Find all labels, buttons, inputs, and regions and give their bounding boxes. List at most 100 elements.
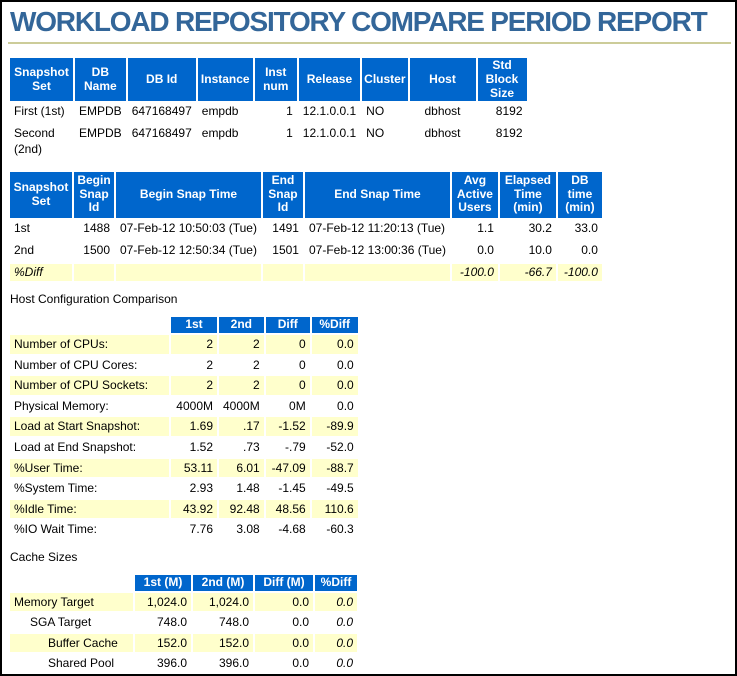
- cell: 07-Feb-12 12:50:34 (Tue): [120, 242, 257, 257]
- table-row: %Idle Time: 43.92 92.48 48.56 110.6: [10, 499, 358, 519]
- cell: 92.48: [219, 499, 264, 519]
- cell: NO: [366, 104, 385, 119]
- cell: 748.0: [156, 615, 187, 630]
- cell: 0.0: [477, 242, 494, 257]
- cell: 1: [286, 126, 293, 141]
- table-row: Number of CPUs: 2 2 0 0.0: [10, 334, 358, 354]
- cell: 30.2: [528, 220, 552, 235]
- cell: %Diff: [10, 263, 72, 282]
- cell: NO: [366, 126, 385, 141]
- column-header: Elapsed Time (min): [499, 171, 556, 218]
- cell: 110.6: [311, 499, 358, 519]
- cell: -1.45: [278, 481, 306, 496]
- cell: 1.48: [236, 481, 260, 496]
- table-row: Physical Memory: 4000M 4000M 0M 0.0: [10, 397, 358, 416]
- cell: .73: [243, 439, 260, 454]
- table-row: Load at End Snapshot: 1.52 .73 -.79 -52.…: [10, 438, 358, 457]
- cell: 152.0: [193, 633, 253, 653]
- cell: 43.92: [171, 499, 217, 519]
- page-title: WORKLOAD REPOSITORY COMPARE PERIOD REPOR…: [10, 6, 708, 37]
- cell: 4000M: [223, 398, 260, 413]
- column-header: Begin Snap Id: [74, 171, 114, 218]
- column-header: Begin Snap Time: [116, 171, 261, 218]
- cell: 1,024.0: [135, 592, 191, 612]
- cell: 2: [219, 376, 264, 395]
- table-row: Number of CPU Sockets: 2 2 0 0.0: [10, 376, 358, 395]
- cell: 0: [265, 334, 310, 354]
- header-row: Snapshot Set DB Name DB Id Instance Inst…: [10, 58, 527, 102]
- cell: 2: [206, 357, 213, 372]
- column-header: Diff (M): [255, 574, 313, 591]
- cell: -52.0: [326, 439, 354, 454]
- cell: First (1st): [14, 104, 65, 119]
- table-row: First (1st) EMPDB 647168497 empdb 1 12.1…: [10, 103, 527, 123]
- cell: -60.3: [326, 522, 354, 537]
- section-title-host-config: Host Configuration Comparison: [10, 292, 178, 307]
- cell: 1,024.0: [193, 592, 253, 612]
- cell: 4000M: [176, 398, 213, 413]
- cell: 0.0: [255, 592, 313, 612]
- cell: 6.01: [219, 458, 264, 478]
- metric-label: %System Time:: [14, 481, 98, 496]
- column-header: DB Name: [75, 58, 126, 102]
- cell: -47.09: [265, 458, 310, 478]
- metric-label: Number of CPU Sockets:: [10, 376, 169, 395]
- blank-header-cell: [10, 317, 169, 333]
- cell: 53.11: [171, 458, 217, 478]
- column-header: 2nd: [219, 317, 264, 333]
- cell: 7.76: [189, 522, 213, 537]
- cell: 0.0: [315, 592, 357, 612]
- column-header: Inst num: [254, 58, 297, 102]
- cell: 2: [171, 376, 217, 395]
- cell: 0.0: [292, 656, 309, 671]
- column-header: End Snap Id: [262, 171, 303, 218]
- column-header: Instance: [197, 58, 253, 102]
- metric-label: Number of CPUs:: [10, 334, 169, 354]
- cell: 2.93: [189, 481, 213, 496]
- cell: 1.69: [171, 417, 217, 436]
- cell: 0.0: [581, 242, 598, 257]
- cell: -4.68: [278, 522, 306, 537]
- cell: .17: [219, 417, 264, 436]
- cache-sizes-table: 1st (M) 2nd (M) Diff (M) %Diff Memory Ta…: [8, 573, 359, 674]
- blank-header-cell: [10, 575, 133, 591]
- cell: -66.7: [499, 263, 556, 282]
- cell: 07-Feb-12 11:20:13 (Tue): [308, 220, 446, 235]
- column-header: %Diff: [315, 574, 357, 591]
- cell: 48.56: [265, 499, 310, 519]
- column-header: Std Block Size: [477, 58, 527, 102]
- cell: -49.5: [326, 481, 354, 496]
- db-info-table: Snapshot Set DB Name DB Id Instance Inst…: [8, 56, 529, 161]
- column-header: Avg Active Users: [451, 171, 498, 218]
- column-header: Release: [298, 58, 361, 102]
- column-header: Host: [409, 58, 476, 102]
- title-rule: [8, 42, 731, 44]
- metric-label: Number of CPU Cores:: [14, 357, 138, 372]
- section-title-cache-sizes: Cache Sizes: [10, 549, 78, 564]
- column-header: 1st (M): [135, 574, 191, 591]
- cell: 396.0: [156, 656, 187, 671]
- table-row: 1st 1488 07-Feb-12 10:50:03 (Tue) 1491 0…: [10, 220, 602, 240]
- table-row: Second (2nd) EMPDB 647168497 empdb 1 12.…: [10, 125, 527, 158]
- metric-label: %User Time:: [10, 458, 169, 478]
- cell: 647168497: [131, 126, 192, 141]
- header-row: Snapshot Set Begin Snap Id Begin Snap Ti…: [10, 171, 602, 218]
- cell: 12.1.0.0.1: [302, 126, 357, 141]
- cell: dbhost: [424, 104, 461, 119]
- cell: empdb: [201, 126, 239, 141]
- cell: 07-Feb-12 10:50:03 (Tue): [120, 220, 257, 235]
- metric-label: Physical Memory:: [14, 398, 109, 413]
- cell: 0.0: [255, 633, 313, 653]
- cell: 748.0: [218, 615, 249, 630]
- cell: 2: [171, 334, 217, 354]
- cell: 2: [253, 357, 260, 372]
- cell: 0: [265, 376, 310, 395]
- cell: [262, 263, 303, 282]
- cell: 2: [219, 334, 264, 354]
- cell: 8192: [495, 104, 523, 119]
- metric-label: Load at Start Snapshot:: [10, 417, 169, 436]
- column-header: Snapshot Set: [10, 58, 73, 102]
- cell: 152.0: [135, 633, 191, 653]
- table-row: SGA Target 748.0 748.0 0.0 0.0: [10, 613, 357, 632]
- cell: 33.0: [574, 220, 598, 235]
